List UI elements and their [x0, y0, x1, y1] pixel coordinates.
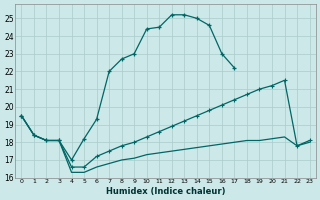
- X-axis label: Humidex (Indice chaleur): Humidex (Indice chaleur): [106, 187, 225, 196]
